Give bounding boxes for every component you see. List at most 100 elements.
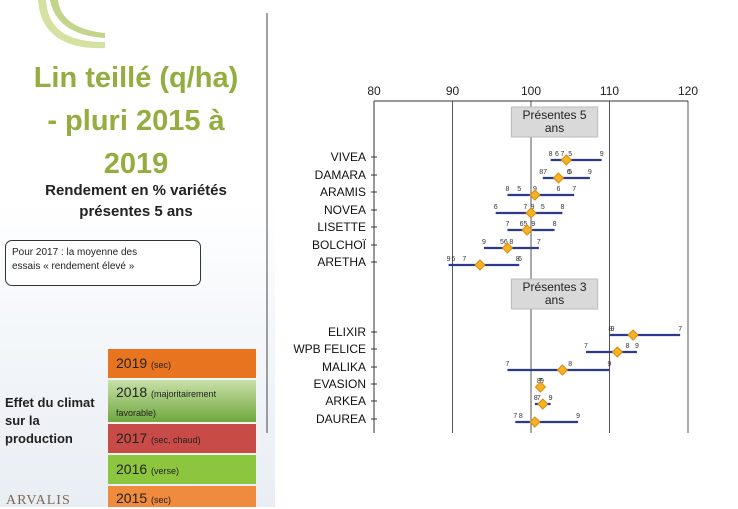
trial-year-label: 9: [549, 395, 553, 402]
year-2016: 2016 (verse): [108, 455, 256, 484]
variety-label: BOLCHOÏ: [312, 238, 367, 252]
slide-title-line: Lin teillé (q/ha): [33, 62, 239, 94]
slide-title: Lin teillé (q/ha) - pluri 2015 à 2019: [0, 57, 272, 186]
trial-year-label: 6: [494, 204, 498, 211]
slide-title-line: 2019: [103, 148, 169, 180]
year-note: (sec, chaud): [151, 435, 201, 445]
variety-label: MALIKA: [322, 360, 366, 374]
x-tick-label: 100: [521, 84, 541, 98]
trial-year-label: 9: [600, 151, 604, 158]
trial-year-label: 9: [608, 361, 612, 368]
trial-year-label: 8: [505, 186, 509, 193]
variety-label: NOVEA: [324, 203, 366, 217]
note-line: essais « rendement élevé »: [12, 261, 135, 272]
group-label-box: [510, 106, 599, 138]
trial-year-label: 9: [482, 239, 486, 246]
year-2017: 2017 (sec, chaud): [108, 424, 256, 453]
variety-label: ELIXIR: [328, 325, 366, 339]
mean-marker: [529, 416, 541, 428]
year-2019: 2019 (sec): [108, 349, 256, 378]
trial-year-label: 9: [447, 256, 451, 263]
trial-year-label: 7: [584, 343, 588, 350]
variety-label: ARAMIS: [320, 185, 366, 199]
mean-marker: [521, 224, 533, 236]
trial-year-label: 7: [678, 326, 682, 333]
trial-year-label: 8: [534, 395, 538, 402]
year-label: 2016: [116, 461, 148, 477]
trial-year-label: 8: [549, 151, 553, 158]
trial-year-label: 8: [537, 378, 541, 385]
year-label: 2015: [116, 490, 148, 506]
climate-label-line: Effet du climat: [5, 395, 95, 410]
trial-year-label: 8: [519, 413, 523, 420]
trial-year-label: 7: [572, 186, 576, 193]
trial-year-label: 8: [568, 361, 572, 368]
mean-marker: [534, 381, 547, 393]
trial-year-label: 5: [541, 204, 545, 211]
trial-year-label: 7: [513, 413, 517, 420]
climate-effect-label: Effet du climat sur la production: [5, 394, 95, 448]
mean-marker: [552, 172, 565, 184]
variety-label: ARKEA: [325, 394, 366, 408]
group-label-line: Présentes 5: [523, 108, 587, 122]
trial-year-label: 7: [543, 169, 547, 176]
variety-label: DAUREA: [316, 412, 366, 426]
trial-year-label: 6: [555, 151, 559, 158]
climate-label-line: production: [5, 431, 73, 446]
trial-year-label: 7: [524, 204, 528, 211]
trial-year-label: 8: [608, 326, 612, 333]
trial-year-label: 8: [560, 204, 564, 211]
trial-year-label: 5: [517, 186, 521, 193]
trial-year-label: 7: [462, 256, 466, 263]
trial-year-label: 8: [516, 256, 520, 263]
year-2018: 2018 (majoritairement favorable): [108, 380, 256, 422]
year-note: (sec): [151, 495, 172, 505]
trial-year-label: 7: [505, 361, 509, 368]
note-box: Pour 2017 : la moyenne des essais « rend…: [5, 240, 201, 286]
year-label: 2017: [116, 430, 148, 446]
group-label-line: Présentes 3: [523, 280, 587, 294]
x-tick-label: 80: [367, 84, 381, 98]
x-tick-label: 120: [678, 84, 698, 98]
trial-year-label: 9: [540, 378, 544, 385]
climate-label-line: sur la: [5, 413, 40, 428]
arvalis-logo: ARVALIS: [6, 493, 71, 508]
note-line: Pour 2017 : la moyenne des: [12, 247, 138, 258]
year-label: 2019: [116, 355, 148, 371]
subtitle-line: Rendement en % variétés: [45, 182, 227, 199]
mean-marker: [537, 398, 549, 410]
trial-year-label: 5: [524, 221, 528, 228]
mean-marker: [556, 364, 569, 376]
trial-year-label: 9: [531, 221, 535, 228]
mean-marker: [525, 207, 537, 219]
trial-year-label: 9: [635, 343, 639, 350]
mean-marker: [611, 346, 624, 358]
trial-year-label: 6: [567, 169, 571, 176]
trial-year-label: 9: [611, 326, 615, 333]
trial-year-label: 6: [518, 256, 522, 263]
leaf-logo-icon: [38, 0, 105, 49]
trial-year-label: 9: [576, 413, 580, 420]
variety-label: EVASION: [314, 377, 366, 391]
trial-year-label: 7: [505, 221, 509, 228]
variety-label: WPB FELICE: [293, 342, 366, 356]
trial-year-label: 7: [537, 395, 541, 402]
trial-year-label: 6: [557, 186, 561, 193]
group-label-line: ans: [545, 121, 564, 135]
trial-year-label: 5: [500, 239, 504, 246]
mean-marker: [627, 329, 639, 341]
trial-year-label: 9: [531, 204, 535, 211]
mean-marker: [529, 189, 541, 201]
subtitle-line: présentes 5 ans: [79, 203, 193, 220]
x-tick-label: 90: [446, 84, 460, 98]
variety-label: LISETTE: [317, 220, 366, 234]
trial-year-label: 9: [588, 169, 592, 176]
x-tick-label: 110: [600, 84, 619, 98]
trial-year-label: 8: [553, 221, 557, 228]
year-note: (majoritairement favorable): [116, 389, 217, 418]
trial-year-label: 5: [568, 151, 572, 158]
trial-year-label: 7: [537, 239, 541, 246]
mean-marker: [501, 242, 514, 254]
slide-subtitle: Rendement en % variétés présentes 5 ans: [0, 180, 272, 222]
